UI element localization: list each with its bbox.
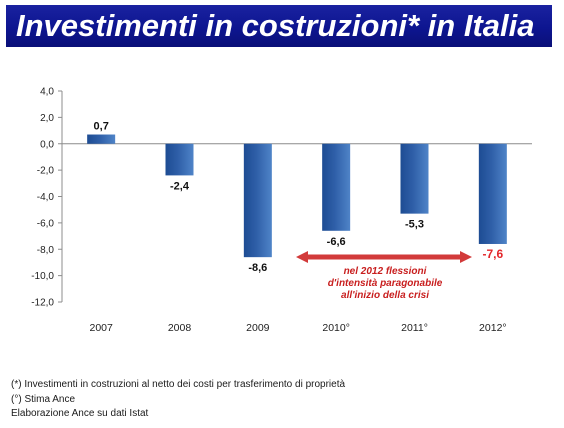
annotation-text-line: all'inizio della crisi bbox=[341, 290, 429, 301]
data-label: -7,6 bbox=[482, 247, 503, 261]
y-tick-label: -6,0 bbox=[37, 218, 55, 229]
footnotes: (*) Investimenti in costruzioni al netto… bbox=[11, 378, 345, 422]
y-tick-label: -10,0 bbox=[31, 271, 54, 282]
x-tick-label: 2011° bbox=[401, 322, 428, 334]
bar bbox=[243, 143, 272, 258]
y-tick-label: -2,0 bbox=[37, 166, 55, 177]
y-tick-label: 0,0 bbox=[40, 139, 54, 150]
data-label: -5,3 bbox=[405, 219, 424, 231]
bar bbox=[322, 143, 351, 231]
title-banner: Investimenti in costruzioni* in Italia bbox=[6, 5, 552, 47]
footnote-stima: (°) Stima Ance bbox=[11, 393, 76, 405]
x-tick-label: 2008 bbox=[168, 322, 192, 334]
annotation-text-line: d'intensità paragonabile bbox=[328, 278, 443, 289]
x-tick-label: 2012° bbox=[479, 322, 507, 334]
bar bbox=[400, 143, 429, 214]
y-tick-label: -8,0 bbox=[37, 245, 55, 256]
annotation-text-line: nel 2012 flessioni bbox=[344, 266, 427, 277]
data-label: -2,4 bbox=[170, 180, 190, 192]
x-tick-label: 2007 bbox=[89, 322, 113, 334]
page-title: Investimenti in costruzioni* in Italia bbox=[16, 8, 535, 43]
data-label: 0,7 bbox=[94, 121, 109, 133]
chart-area: 4,0 2,0 0,0 -2,0 -4,0 -6,0 -8,0 -10,0 -12,0 0,7 20… bbox=[31, 87, 532, 334]
y-tick-label: -4,0 bbox=[37, 192, 55, 203]
y-tick-label: 2,0 bbox=[40, 113, 54, 124]
bar bbox=[87, 134, 116, 144]
annotation-arrow-head-right bbox=[460, 251, 472, 263]
bar bbox=[478, 143, 507, 244]
annotation-arrow-head-left bbox=[296, 251, 308, 263]
x-tick-label: 2010° bbox=[322, 322, 350, 334]
y-tick-label: 4,0 bbox=[40, 87, 54, 98]
bar-chart: 4,0 2,0 0,0 -2,0 -4,0 -6,0 -8,0 -10,0 -12,0 0,7 20… bbox=[31, 87, 532, 334]
data-label: -6,6 bbox=[327, 236, 346, 248]
bar bbox=[165, 143, 194, 176]
footnote-investimenti: (*) Investimenti in costruzioni al netto… bbox=[11, 379, 346, 390]
y-tick-label: -12,0 bbox=[31, 298, 54, 309]
footnote-source: Elaborazione Ance su dati Istat bbox=[11, 408, 149, 419]
x-tick-label: 2009 bbox=[246, 322, 270, 334]
data-label: -8,6 bbox=[248, 262, 267, 274]
